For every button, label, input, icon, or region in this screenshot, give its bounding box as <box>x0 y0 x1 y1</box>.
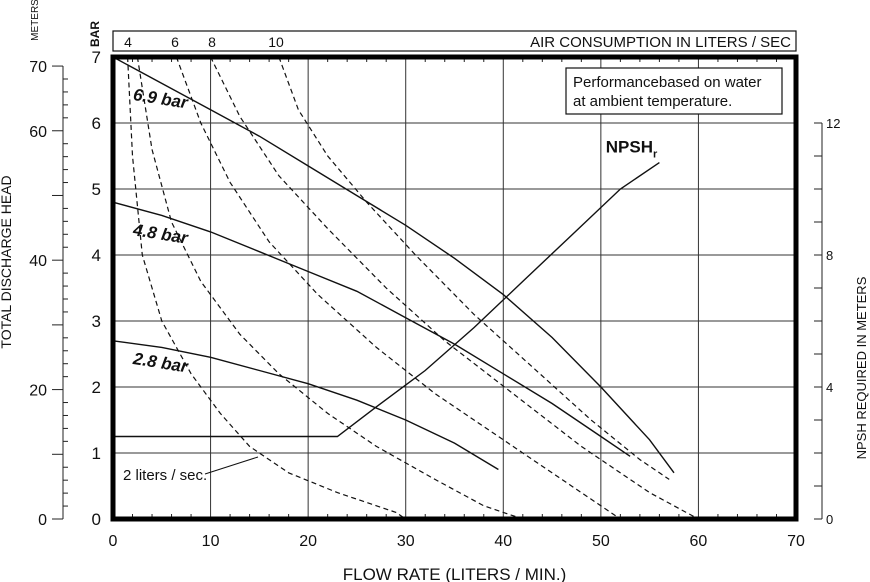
x-tick-label: 50 <box>592 533 610 550</box>
note-box <box>565 67 783 115</box>
x-tick-label: 20 <box>299 533 317 550</box>
meters-tick-label: 70 <box>29 59 47 76</box>
air-tick-label: 6 <box>171 34 179 50</box>
series-10-curve <box>278 56 670 480</box>
series-6-curve <box>175 56 621 520</box>
bar-axis-title: BAR <box>88 21 102 47</box>
series-label: 6.9 bar <box>132 85 190 113</box>
bar-tick-label: 5 <box>92 180 101 199</box>
bar-tick-label: 1 <box>92 444 101 463</box>
performance-curves <box>112 56 699 520</box>
bar-tick-label: 6 <box>92 114 101 133</box>
npsh-tick-label: 0 <box>826 512 833 527</box>
x-tick-label: 40 <box>494 533 512 550</box>
series-6-9-bar-curve <box>112 56 675 474</box>
chart-labels: Performancebased on water at ambient temp… <box>123 67 783 484</box>
air-consumption-bar <box>112 30 797 52</box>
plot-frame <box>110 54 799 522</box>
air-tick-label: 8 <box>208 34 216 50</box>
npsh-tick-label: 12 <box>826 116 840 131</box>
bar-tick-label: 0 <box>92 510 101 529</box>
bar-tick-label: 4 <box>92 246 101 265</box>
series-label: 2.8 bar <box>131 349 190 377</box>
air-tick-label: 10 <box>268 34 284 50</box>
two-liters-label: 2 liters / sec. <box>123 467 207 484</box>
series-2-liters-sec--curve <box>127 56 407 520</box>
meters-tick-label: 40 <box>29 253 47 270</box>
air-tick-label: 4 <box>124 34 132 50</box>
series-4-8-bar-curve <box>112 201 631 457</box>
two-liters-leader <box>204 456 259 475</box>
bar-tick-label: 2 <box>92 378 101 397</box>
series-4-curve <box>136 56 523 520</box>
meters-unit-label: METERS <box>30 0 41 41</box>
series-8-curve <box>210 56 699 520</box>
meters-axis-title: TOTAL DISCHARGE HEAD <box>0 175 14 348</box>
grid-lines <box>113 57 796 519</box>
air-consumption-title: AIR CONSUMPTION IN LITERS / SEC <box>530 34 791 51</box>
x-tick-label: 0 <box>109 533 118 550</box>
x-tick-label: 30 <box>397 533 415 550</box>
npsh-curve <box>113 162 660 438</box>
note-text: Performancebased on water <box>573 74 761 91</box>
meters-tick-label: 0 <box>38 512 47 529</box>
note-text: at ambient temperature. <box>573 93 732 110</box>
x-axis-title: FLOW RATE (LITERS / MIN.) <box>343 565 567 582</box>
x-tick-label: 70 <box>787 533 805 550</box>
series-label: 4.8 bar <box>131 220 190 248</box>
x-tick-label: 10 <box>202 533 220 550</box>
meters-tick-label: 60 <box>29 124 47 141</box>
npsh-axis-title: NPSH REQUIRED IN METERS <box>854 276 869 459</box>
bar-tick-label: 3 <box>92 312 101 331</box>
npsh-label: NPSHr <box>606 138 658 161</box>
meters-tick-label: 20 <box>29 383 47 400</box>
x-tick-label: 60 <box>690 533 708 550</box>
bar-tick-label: 7 <box>92 48 101 67</box>
npsh-tick-label: 8 <box>826 248 833 263</box>
npsh-tick-label: 4 <box>826 380 833 395</box>
